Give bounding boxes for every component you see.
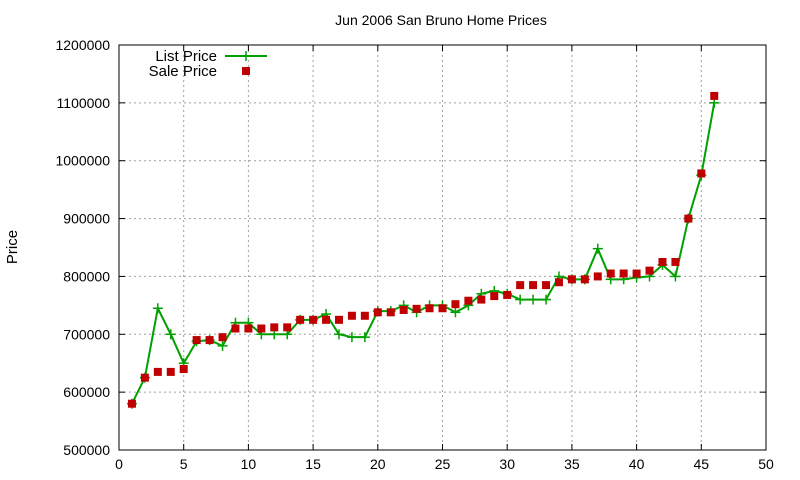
sale-price-point-42 [671, 257, 680, 266]
x-tick-label-0: 0 [115, 456, 123, 472]
list-price-point-42 [670, 271, 681, 282]
axes: 0 5 10 15 20 25 30 35 40 45 50 500000 600000 700000 80… [55, 37, 774, 472]
x-tick-label-9: 45 [694, 456, 710, 472]
sale-price-point-9 [244, 324, 253, 333]
sale-price-point-43 [684, 214, 693, 223]
sale-price-point-30 [516, 281, 525, 290]
y-tick-label-4: 900000 [63, 211, 110, 227]
sale-price-point-31 [529, 281, 538, 290]
list-price-point-30 [515, 294, 526, 305]
list-price-point-2 [152, 303, 163, 314]
sale-price-point-8 [231, 324, 240, 333]
x-tick-label-6: 30 [499, 456, 515, 472]
x-tick-label-2: 10 [241, 456, 257, 472]
x-tick-label-3: 15 [305, 456, 321, 472]
y-axis-label: Price [4, 230, 21, 264]
list-price-point-31 [528, 294, 539, 305]
list-price-point-25 [450, 307, 461, 318]
grid [119, 45, 766, 450]
y-tick-label-3: 800000 [63, 268, 110, 284]
sale-price-point-18 [360, 311, 369, 320]
x-tick-label-7: 35 [564, 456, 580, 472]
sale-price-point-27 [477, 295, 486, 304]
sale-price-point-40 [645, 266, 654, 275]
x-tick-label-8: 40 [629, 456, 645, 472]
sale-price-point-35 [580, 275, 589, 284]
sale-price-point-4 [179, 365, 188, 373]
sale-price-point-41 [658, 257, 667, 266]
x-tick-label-4: 20 [370, 456, 386, 472]
list-price-point-16 [333, 329, 344, 340]
sale-price-point-26 [464, 296, 473, 305]
x-tick-label-10: 50 [758, 456, 774, 472]
sale-price-point-28 [490, 292, 499, 301]
x-tick-label-5: 25 [435, 456, 451, 472]
sale-price-point-33 [554, 278, 563, 287]
sale-price-point-12 [283, 323, 292, 332]
sale-price-point-13 [296, 315, 305, 324]
sale-price-point-37 [606, 269, 615, 278]
sale-price-point-7 [218, 333, 227, 342]
sale-price-point-17 [347, 311, 356, 320]
sale-price-point-21 [399, 305, 408, 314]
sale-price-point-10 [257, 324, 266, 333]
series-line-0 [131, 102, 716, 405]
sale-price-point-2 [153, 367, 162, 376]
series-sale-price [127, 91, 719, 408]
list-price-point-36 [592, 243, 603, 254]
y-tick-label-1: 600000 [63, 384, 110, 400]
legend-label-1: Sale Price [149, 63, 217, 80]
sale-price-point-3 [166, 367, 175, 376]
y-tick-label-7: 1200000 [55, 37, 110, 53]
sale-price-point-44 [697, 169, 706, 178]
list-price-point-17 [346, 332, 357, 343]
sale-price-point-36 [593, 272, 602, 281]
legend-marker-1 [242, 67, 250, 75]
list-price-point-32 [541, 294, 552, 305]
sale-price-point-5 [192, 336, 201, 345]
y-tick-label-5: 1000000 [55, 153, 110, 169]
sale-price-point-15 [322, 315, 331, 324]
sale-price-point-16 [334, 315, 343, 324]
series [126, 91, 720, 409]
sale-price-point-1 [140, 373, 149, 382]
list-price-point-18 [359, 332, 370, 343]
sale-price-point-11 [270, 323, 279, 332]
sale-price-point-38 [619, 269, 628, 278]
x-tick-label-1: 5 [180, 456, 188, 472]
sale-price-point-19 [373, 308, 382, 317]
sale-price-point-22 [412, 304, 421, 313]
sale-price-point-25 [451, 300, 460, 309]
legend-label-0: List Price [155, 48, 217, 65]
sale-price-point-39 [632, 269, 641, 278]
sale-price-point-6 [205, 336, 214, 345]
sale-price-point-23 [425, 304, 434, 313]
sale-price-point-34 [567, 275, 576, 284]
sale-price-point-0 [127, 399, 136, 408]
y-tick-label-6: 1100000 [57, 95, 111, 111]
sale-price-point-24 [438, 304, 447, 313]
y-tick-label-0: 500000 [63, 442, 110, 458]
sale-price-point-20 [386, 308, 395, 317]
legend-marker-0 [241, 51, 251, 61]
list-price-point-3 [165, 329, 176, 340]
y-tick-label-2: 700000 [63, 326, 110, 342]
sale-price-point-29 [503, 290, 512, 299]
sale-price-point-45 [710, 91, 719, 100]
sale-price-point-32 [542, 281, 551, 290]
series-list-price [126, 97, 720, 409]
list-price-point-7 [217, 340, 228, 351]
sale-price-point-14 [309, 315, 318, 324]
chart-title: Jun 2006 San Bruno Home Prices [335, 12, 547, 28]
